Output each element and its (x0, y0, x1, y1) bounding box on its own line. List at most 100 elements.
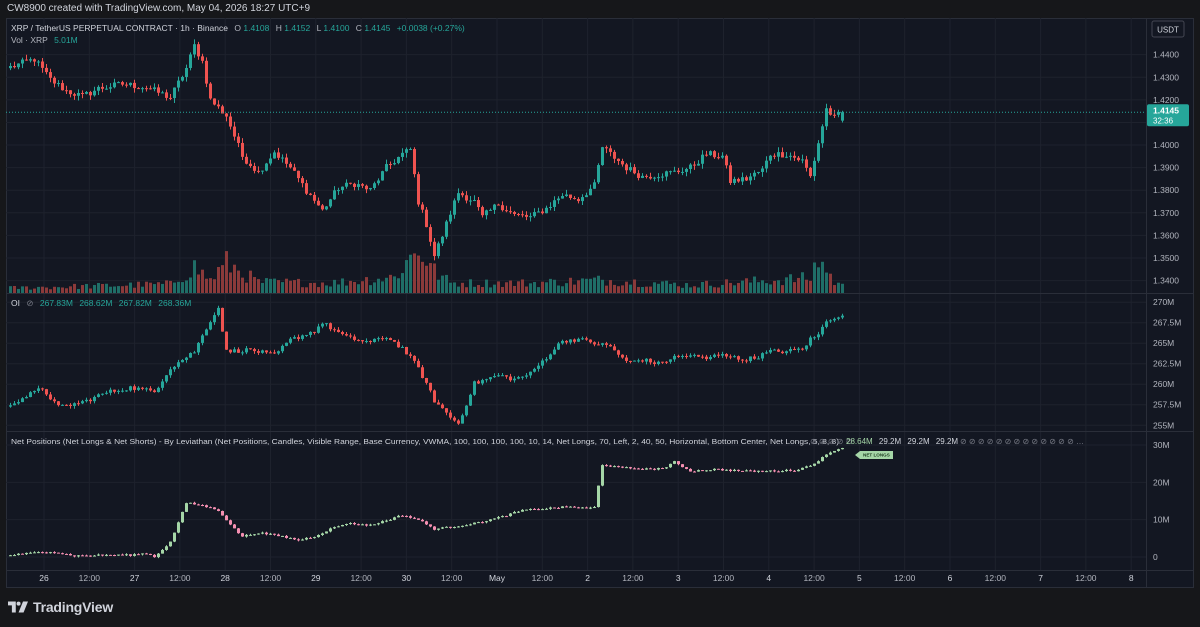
np-candle (581, 507, 584, 509)
np-candle (449, 526, 452, 528)
price-candle (293, 167, 296, 171)
price-candle (629, 167, 632, 171)
np-candle (693, 471, 696, 473)
price-candle (753, 172, 756, 177)
chart-canvas[interactable]: 1.4400 1.4300 1.4200 1.4100 1.4000 1.3900 1.38… (6, 18, 1194, 588)
np-candle (349, 523, 352, 525)
volume-bar (201, 269, 204, 293)
volume-bar (509, 280, 512, 293)
price-candle (593, 182, 596, 189)
np-candle (665, 467, 668, 469)
oi-candle (161, 381, 164, 388)
np-candle (397, 515, 400, 518)
oi-candle (433, 390, 436, 403)
volume-bar (529, 283, 532, 293)
time-axis-label: 12:00 (79, 573, 101, 583)
price-candle (49, 72, 52, 78)
price-candle (129, 82, 132, 86)
price-candle (645, 175, 648, 177)
time-axis-label: 12:00 (532, 573, 554, 583)
oi-candle (741, 359, 744, 361)
oi-axis-label: 257.5M (1153, 400, 1181, 410)
volume-bar (665, 280, 668, 293)
currency-button[interactable]: USDT (1151, 20, 1185, 38)
np-candle (649, 468, 652, 470)
price-candle (801, 159, 804, 161)
price-candle (321, 205, 324, 210)
oi-candle (25, 397, 28, 399)
oi-candle (77, 403, 80, 405)
price-candle (453, 200, 456, 215)
tradingview-logo[interactable]: TradingView (8, 599, 113, 615)
price-candle (77, 92, 80, 96)
oi-candle (485, 379, 488, 381)
volume-bar (329, 286, 332, 293)
volume-bar (85, 283, 88, 293)
np-candle (485, 521, 488, 523)
np-candle (501, 516, 504, 518)
watermark-text: CW8900 created with TradingView.com, May… (7, 3, 311, 14)
volume-bar (9, 286, 12, 293)
np-candle (97, 554, 100, 556)
price-candle (617, 158, 620, 162)
price-legend: XRP / TetherUS PERPETUAL CONTRACT · 1h ·… (11, 23, 465, 45)
np-candle (265, 532, 268, 535)
volume-bar (337, 284, 340, 293)
volume-bar (421, 261, 424, 293)
oi-candle (693, 354, 696, 356)
oi-candle (365, 341, 368, 343)
oi-candle (49, 394, 52, 400)
np-candle (753, 470, 756, 472)
oi-candle (313, 331, 316, 333)
price-candle (437, 243, 440, 257)
volume-bar (613, 284, 616, 293)
price-candle (625, 164, 628, 171)
volume-bar (49, 289, 52, 293)
oi-candle (285, 342, 288, 346)
np-candle (473, 522, 476, 525)
np-candle (497, 517, 500, 519)
price-candle (345, 182, 348, 187)
volume-bar (817, 267, 820, 293)
np-candle (373, 524, 376, 526)
np-candle (121, 554, 124, 556)
price-candle (225, 113, 228, 117)
oi-settings-icon[interactable]: ⊘ (26, 298, 33, 308)
price-candle (561, 196, 564, 199)
volume-bar (217, 266, 220, 293)
price-candle (685, 168, 688, 172)
np-candle (345, 524, 348, 526)
svg-text:28.64M 29.2M 29.2M: 28.64M 29.2M 29.2M 29.2M (846, 437, 958, 446)
np-candle (797, 469, 800, 472)
price-candle (401, 152, 404, 157)
price-candle (661, 176, 664, 178)
symbol-title: XRP / TetherUS PERPETUAL CONTRACT · 1h ·… (11, 23, 228, 33)
volume-bar (129, 282, 132, 293)
volume-bars (9, 251, 844, 293)
oi-candle (513, 378, 516, 381)
price-candle (201, 56, 204, 61)
volume-bar (285, 278, 288, 293)
volume-bar (481, 286, 484, 293)
volume-bar (365, 277, 368, 293)
np-candle (393, 517, 396, 520)
np-candle (165, 546, 168, 550)
oi-candle (373, 338, 376, 343)
price-candle (557, 198, 560, 201)
price-candle (137, 88, 140, 90)
np-candle (229, 520, 232, 525)
volume-bar (345, 285, 348, 293)
open-value: 1.4108 (243, 23, 269, 33)
oi-candle (209, 322, 212, 330)
price-candle (385, 164, 388, 172)
price-candle (733, 178, 736, 183)
oi-candle (653, 362, 656, 365)
volume-bar (445, 274, 448, 293)
np-candle (441, 527, 444, 529)
oi-candle (33, 390, 36, 393)
oi-candle (397, 341, 400, 348)
oi-candle (157, 387, 160, 393)
volume-value: 5.01M (54, 35, 78, 45)
oi-candle (805, 345, 808, 350)
oi-candle (669, 359, 672, 362)
